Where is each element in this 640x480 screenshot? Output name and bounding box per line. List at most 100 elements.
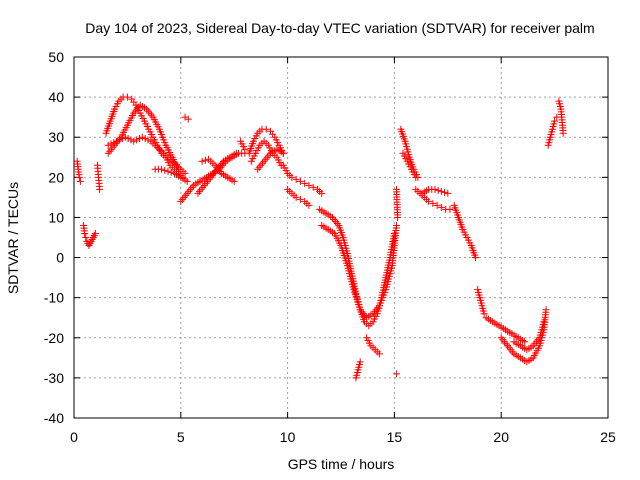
data-point <box>198 157 206 165</box>
x-axis-label: GPS time / hours <box>288 456 395 472</box>
series-arc-k <box>198 155 238 185</box>
data-point <box>434 186 442 194</box>
y-axis-label: SDTVAR / TECUs <box>5 182 21 294</box>
data-point <box>138 133 146 141</box>
y-tick-label: -30 <box>44 370 64 386</box>
data-point <box>91 229 99 237</box>
x-tick-label: 25 <box>600 429 616 445</box>
data-point <box>107 140 115 148</box>
series-arc-p <box>279 161 326 197</box>
y-tick-label: -10 <box>44 290 64 306</box>
data-point <box>431 185 439 193</box>
data-point <box>296 195 304 203</box>
data-point <box>437 187 445 195</box>
data-point <box>521 338 529 346</box>
data-point <box>375 350 383 358</box>
data-point <box>542 306 550 314</box>
series-arc-ad <box>482 314 529 346</box>
data-point <box>393 221 401 229</box>
series-arc-q <box>284 185 313 209</box>
series-arc-af <box>510 318 548 354</box>
data-point <box>124 135 132 143</box>
data-point <box>183 177 191 185</box>
data-point <box>559 129 567 137</box>
y-tick-label: -20 <box>44 330 64 346</box>
series-arc-c <box>93 161 104 193</box>
data-point <box>480 310 488 318</box>
data-point <box>158 165 166 173</box>
data-point <box>394 213 402 221</box>
data-point <box>393 370 401 378</box>
data-point <box>551 117 559 125</box>
series-arc-t <box>352 358 364 382</box>
data-point <box>301 179 309 187</box>
series-arc-ah <box>555 97 567 137</box>
data-point <box>184 115 192 123</box>
x-tick-label: 20 <box>493 429 509 445</box>
plot-frame <box>73 56 609 419</box>
data-point <box>121 133 129 141</box>
series-arc-z <box>412 185 454 213</box>
series-arc-l <box>237 137 249 153</box>
y-tick-label: 20 <box>48 169 64 185</box>
axis-ticks: 0 5 10 15 20 25 -40 -30 -20 -10 0 10 20 30 40 50 <box>44 49 616 445</box>
chart-title: Day 104 of 2023, Sidereal Day-to-day VTE… <box>85 20 594 36</box>
data-point <box>164 167 172 175</box>
data-point <box>309 183 317 191</box>
series-arc-v <box>393 185 402 221</box>
y-tick-label: 50 <box>48 49 64 65</box>
x-tick-label: 15 <box>387 429 403 445</box>
data-point <box>144 136 152 144</box>
data-point <box>167 168 175 176</box>
data-point <box>446 205 454 213</box>
series-arc-ac <box>474 286 488 318</box>
data-point <box>305 181 313 189</box>
series-arc-j <box>194 149 240 197</box>
data-point <box>123 93 131 101</box>
data-point <box>81 229 89 237</box>
data-point <box>75 173 83 181</box>
data-point <box>133 136 141 144</box>
data-point <box>110 139 118 147</box>
x-tick-label: 10 <box>280 429 296 445</box>
data-point <box>296 177 304 185</box>
series-arc-u <box>363 334 383 358</box>
y-tick-label: 40 <box>48 89 64 105</box>
data-point <box>113 137 121 145</box>
series-arc-f <box>104 133 189 177</box>
series-arc-b <box>80 221 99 250</box>
data-point <box>540 318 548 326</box>
data-point <box>201 156 209 164</box>
y-tick-label: -40 <box>44 410 64 426</box>
data-point <box>412 173 420 181</box>
series-arc-ae <box>497 306 550 366</box>
series-arc-w <box>393 370 401 378</box>
data-point <box>425 197 433 205</box>
data-point <box>161 166 169 174</box>
data-point <box>472 254 480 262</box>
data-point <box>305 201 313 209</box>
data-point <box>318 189 326 197</box>
data-point <box>279 149 287 157</box>
series-arc-ab <box>450 201 480 262</box>
data-point <box>232 149 240 157</box>
x-tick-label: 0 <box>70 429 78 445</box>
x-tick-label: 5 <box>177 429 185 445</box>
data-point <box>76 177 84 185</box>
data-point <box>444 189 452 197</box>
data-point <box>141 135 149 143</box>
data-point <box>433 201 441 209</box>
data-point <box>292 193 300 201</box>
data-point <box>181 169 189 177</box>
series-arc-o <box>254 145 287 173</box>
data-point <box>429 199 437 207</box>
data-point <box>437 203 445 211</box>
series-arc-s <box>318 221 401 322</box>
y-tick-label: 0 <box>56 250 64 266</box>
data-point <box>288 173 296 181</box>
series-arc-r <box>316 205 398 330</box>
data-point <box>241 145 249 153</box>
data-point <box>356 358 364 366</box>
series-arc-a <box>73 157 84 185</box>
